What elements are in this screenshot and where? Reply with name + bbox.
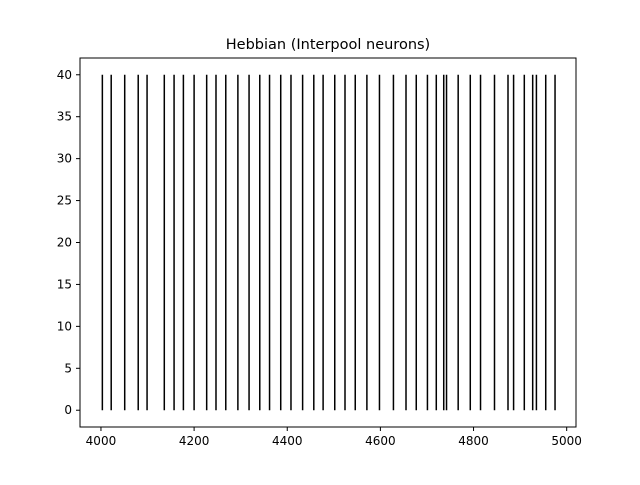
y-axis-ticks: 0 5 10 15 20 25 30 35 40	[57, 68, 80, 417]
y-tick-label: 10	[57, 319, 72, 333]
x-tick-label: 4800	[458, 434, 489, 448]
y-tick-label: 15	[57, 277, 72, 291]
y-tick-label: 30	[57, 152, 72, 166]
plot-frame	[79, 57, 577, 428]
spike-lines	[101, 74, 556, 411]
y-tick-label: 35	[57, 110, 72, 124]
y-tick-label: 40	[57, 68, 72, 82]
y-tick-label: 25	[57, 194, 72, 208]
x-tick-label: 4200	[179, 434, 210, 448]
y-tick-label: 5	[64, 361, 72, 375]
x-tick-label: 4400	[272, 434, 303, 448]
x-tick-label: 5000	[551, 434, 582, 448]
x-tick-label: 4000	[86, 434, 117, 448]
x-tick-label: 4600	[365, 434, 396, 448]
y-tick-label: 20	[57, 236, 72, 250]
chart-title: Hebbian (Interpool neurons)	[226, 37, 430, 53]
x-axis-ticks: 4000 4200 4400 4600 4800 5000	[86, 427, 582, 448]
y-tick-label: 0	[64, 403, 72, 417]
